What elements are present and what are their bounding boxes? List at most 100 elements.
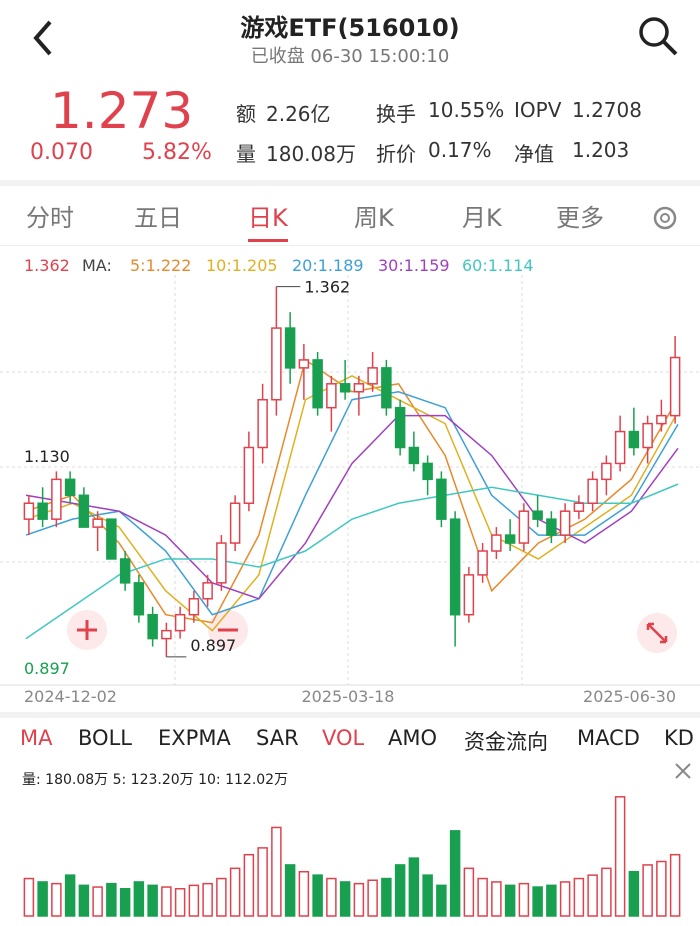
- ma-legend: 30:1.159: [378, 256, 450, 275]
- zoom-out[interactable]: [208, 610, 248, 650]
- volume-bar: [394, 864, 406, 917]
- volume-bar: [92, 886, 103, 917]
- volume-bar: [106, 882, 117, 917]
- tab[interactable]: 分时: [26, 204, 74, 232]
- volume-bar: [669, 853, 681, 917]
- candle-body: [119, 558, 131, 584]
- volume-bar: [326, 877, 337, 917]
- volume-bar: [532, 886, 543, 917]
- candle-body: [106, 518, 117, 560]
- volume-legend: 量: 180.08万 5: 123.20万 10: 112.02万: [22, 772, 288, 788]
- change-percent: 5.82%: [142, 140, 212, 165]
- x-label: 2025-06-30: [583, 687, 676, 706]
- ma-legend: 1.362: [24, 256, 70, 275]
- low-annotation: 0.897: [190, 636, 236, 655]
- ma-legend: 20:1.189: [292, 256, 364, 275]
- zoom-in[interactable]: [67, 610, 107, 650]
- volume-bar: [518, 882, 530, 917]
- volume-bar: [188, 884, 200, 917]
- volume-bar: [339, 881, 351, 917]
- volume-bar: [546, 884, 557, 917]
- candle-body: [216, 542, 227, 584]
- candle-body: [161, 629, 172, 640]
- stat-value: 10.55%: [428, 98, 505, 122]
- ma-legend: 10:1.205: [206, 256, 278, 275]
- x-label: 2024-12-02: [24, 687, 117, 706]
- indicator-tab[interactable]: MA: [20, 726, 53, 750]
- indicator-tab[interactable]: SAR: [256, 726, 299, 750]
- divider: [0, 245, 700, 246]
- candle-body: [133, 582, 145, 616]
- stat-label: 量: [236, 142, 256, 166]
- indicator-tab[interactable]: BOLL: [78, 726, 132, 750]
- back-button[interactable]: [28, 18, 58, 58]
- volume-bar: [463, 867, 475, 917]
- tab[interactable]: 更多: [556, 204, 604, 232]
- stat-value: 0.17%: [428, 138, 492, 162]
- indicator-tab[interactable]: VOL: [322, 726, 365, 750]
- candle-body: [408, 446, 420, 465]
- stat-value: 180.08万: [266, 142, 356, 166]
- change: 0.070: [30, 140, 93, 165]
- candle-body: [64, 478, 76, 497]
- volume-bar: [449, 830, 461, 917]
- volume-bar: [257, 847, 268, 917]
- candle-body: [587, 478, 598, 504]
- candle-body: [614, 430, 626, 465]
- volume-bar: [64, 874, 76, 917]
- indicator-tab[interactable]: AMO: [388, 726, 438, 750]
- tab[interactable]: 日K: [248, 198, 288, 242]
- search-button[interactable]: [636, 14, 680, 58]
- candle-body: [518, 510, 530, 544]
- volume-bar: [147, 884, 158, 917]
- fullscreen[interactable]: [637, 613, 677, 653]
- divider: [0, 180, 700, 186]
- title: 游戏ETF(516010): [240, 14, 460, 42]
- stat-label: 换手: [376, 102, 416, 126]
- candle-body: [628, 430, 640, 449]
- tab[interactable]: 五日: [134, 204, 182, 232]
- indicator-tab[interactable]: MACD: [577, 726, 640, 750]
- indicator-tab[interactable]: EXPMA: [158, 726, 231, 750]
- volume-bar: [408, 857, 420, 917]
- candle-body: [229, 502, 241, 544]
- candle-body: [491, 534, 502, 552]
- stat-label: 折价: [376, 142, 416, 166]
- candle-body: [37, 502, 48, 520]
- candle-body: [78, 494, 90, 528]
- indicator-tab[interactable]: KD: [664, 726, 694, 750]
- volume-bar: [174, 888, 186, 917]
- candle-body: [573, 502, 585, 512]
- stat-label: IOPV: [514, 98, 562, 122]
- candle-body: [381, 367, 392, 409]
- candle-body: [463, 574, 475, 616]
- candle-body: [92, 518, 103, 528]
- close-volume[interactable]: [675, 763, 691, 779]
- candle-body: [312, 359, 323, 409]
- volume-bar: [78, 884, 90, 917]
- candle-body: [51, 478, 62, 520]
- volume-bar: [23, 877, 35, 917]
- volume-bar: [587, 874, 598, 917]
- volume-bar: [642, 864, 653, 917]
- candle-body: [669, 356, 681, 417]
- volume-bar: [436, 884, 447, 917]
- volume-bar: [312, 874, 323, 917]
- tab[interactable]: 月K: [462, 204, 502, 232]
- volume-bar: [216, 877, 227, 917]
- ma-legend: MA:: [82, 256, 112, 275]
- status: 已收盘 06-30 15:00:10: [250, 46, 450, 67]
- candle-body: [532, 510, 543, 520]
- volume-bar: [504, 884, 516, 917]
- volume-bar: [367, 879, 378, 917]
- candle-body: [367, 367, 378, 385]
- tab[interactable]: 周K: [354, 204, 394, 232]
- candle-body: [422, 462, 433, 481]
- candle-body: [436, 478, 447, 520]
- indicator-tab[interactable]: 资金流向: [464, 730, 548, 754]
- volume-bar: [422, 874, 433, 917]
- candle-body: [477, 550, 488, 576]
- settings-icon[interactable]: [650, 203, 680, 233]
